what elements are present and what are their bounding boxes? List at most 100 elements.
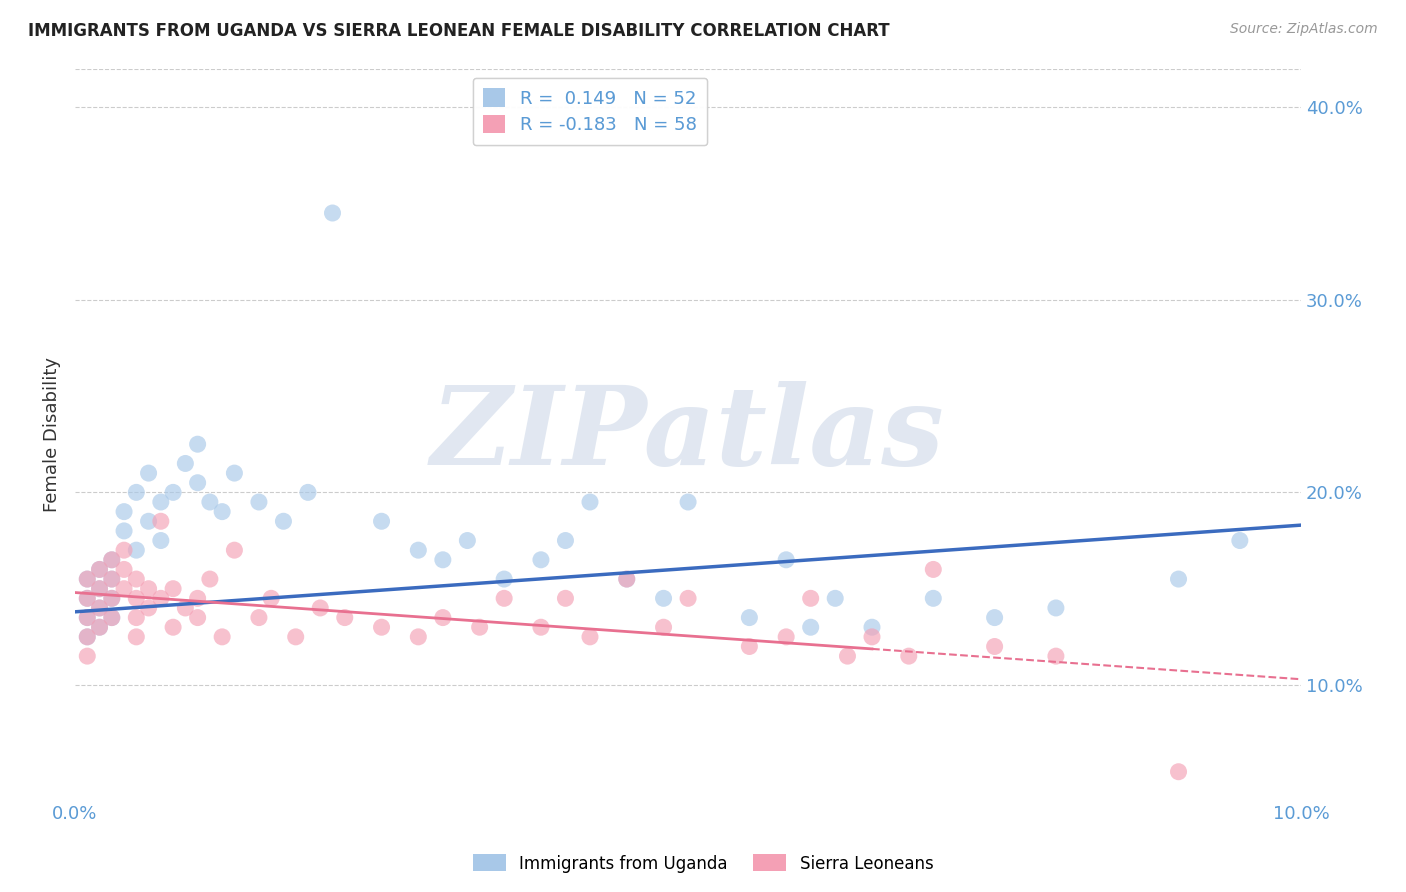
Point (579, 495, 602, 509)
Point (174, 457, 197, 471)
Point (76, 610, 98, 624)
Point (922, 591, 945, 606)
Point (125, 591, 148, 606)
Point (76, 572, 98, 586)
Point (89, 562, 111, 576)
Y-axis label: Female Disability: Female Disability (44, 357, 60, 512)
Point (408, 630, 430, 644)
Point (149, 495, 172, 509)
Point (101, 572, 124, 586)
Point (284, 630, 307, 644)
Point (824, 591, 846, 606)
Point (860, 630, 883, 644)
Point (101, 610, 124, 624)
Text: Source: ZipAtlas.com: Source: ZipAtlas.com (1230, 22, 1378, 37)
Point (775, 630, 797, 644)
Point (247, 610, 270, 624)
Point (138, 601, 160, 615)
Point (273, 514, 295, 528)
Point (101, 553, 124, 567)
Point (579, 630, 602, 644)
Point (162, 582, 184, 596)
Point (432, 553, 454, 567)
Point (297, 485, 319, 500)
Point (125, 485, 148, 500)
Point (138, 466, 160, 480)
Point (125, 610, 148, 624)
Point (530, 553, 553, 567)
Point (738, 640, 761, 654)
Point (1045, 601, 1067, 615)
Point (76, 630, 98, 644)
Point (198, 495, 221, 509)
Point (187, 475, 209, 490)
Point (247, 495, 270, 509)
Point (321, 206, 343, 220)
Point (260, 591, 283, 606)
Point (76, 610, 98, 624)
Point (174, 601, 197, 615)
Point (408, 543, 430, 558)
Point (652, 591, 675, 606)
Point (76, 591, 98, 606)
Point (616, 572, 638, 586)
Point (211, 505, 233, 519)
Point (800, 620, 823, 634)
Point (112, 562, 135, 576)
Point (138, 514, 160, 528)
Point (112, 543, 135, 558)
Point (198, 572, 221, 586)
Point (149, 533, 172, 548)
Point (676, 591, 699, 606)
Point (76, 572, 98, 586)
Point (112, 582, 135, 596)
Point (837, 649, 859, 664)
Point (922, 562, 945, 576)
Point (89, 582, 111, 596)
Point (76, 630, 98, 644)
Legend: Immigrants from Uganda, Sierra Leoneans: Immigrants from Uganda, Sierra Leoneans (465, 847, 941, 880)
Point (224, 466, 246, 480)
Point (370, 514, 392, 528)
Point (211, 630, 233, 644)
Point (101, 553, 124, 567)
Point (494, 572, 516, 586)
Point (652, 620, 675, 634)
Point (800, 591, 823, 606)
Point (89, 601, 111, 615)
Point (370, 620, 392, 634)
Point (224, 543, 246, 558)
Point (76, 649, 98, 664)
Point (112, 505, 135, 519)
Point (554, 591, 576, 606)
Point (775, 553, 797, 567)
Point (138, 582, 160, 596)
Point (860, 620, 883, 634)
Point (333, 610, 356, 624)
Point (89, 620, 111, 634)
Point (309, 601, 332, 615)
Point (187, 610, 209, 624)
Point (187, 591, 209, 606)
Point (125, 630, 148, 644)
Text: ZIPatlas: ZIPatlas (432, 381, 945, 488)
Point (101, 591, 124, 606)
Point (149, 514, 172, 528)
Point (1167, 572, 1189, 586)
Point (89, 562, 111, 576)
Point (554, 533, 576, 548)
Point (89, 620, 111, 634)
Point (162, 485, 184, 500)
Point (676, 495, 699, 509)
Text: IMMIGRANTS FROM UGANDA VS SIERRA LEONEAN FEMALE DISABILITY CORRELATION CHART: IMMIGRANTS FROM UGANDA VS SIERRA LEONEAN… (28, 22, 890, 40)
Point (101, 610, 124, 624)
Point (149, 591, 172, 606)
Point (76, 591, 98, 606)
Point (530, 620, 553, 634)
Point (738, 610, 761, 624)
Point (983, 640, 1005, 654)
Point (456, 533, 478, 548)
Point (494, 591, 516, 606)
Point (897, 649, 920, 664)
Point (101, 572, 124, 586)
